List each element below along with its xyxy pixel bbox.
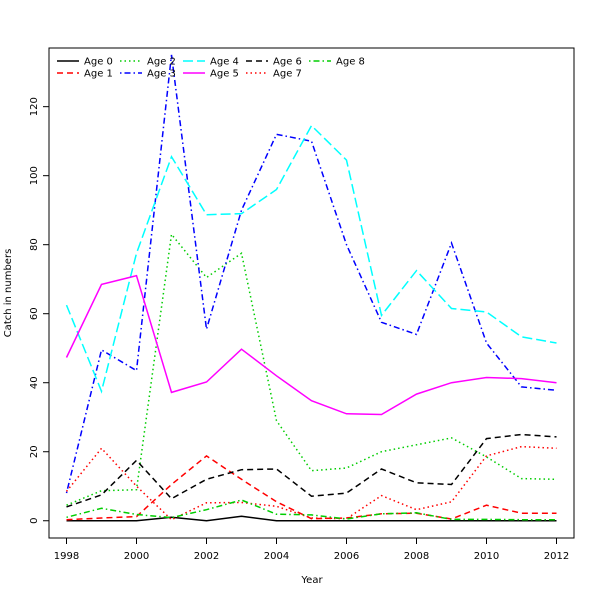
x-axis-title: Year: [300, 575, 323, 586]
legend-label-age-8: Age 8: [336, 57, 365, 68]
y-tick-label: 0: [29, 518, 40, 524]
series-layer: [65, 54, 557, 522]
series-line-age-6: [66, 433, 557, 508]
legend-label-age-4: Age 4: [210, 57, 239, 68]
y-tick-label: 40: [29, 376, 40, 389]
legend-label-age-2: Age 2: [147, 57, 176, 68]
y-tick-label: 120: [29, 97, 40, 116]
y-tick-label: 80: [29, 238, 40, 251]
y-tick-label: 60: [29, 307, 40, 320]
x-axis: 1998 2000 2002 2004 2006 2008 2010 2012: [54, 537, 569, 562]
x-tick-label: 2008: [404, 551, 429, 562]
legend-label-age-3: Age 3: [147, 69, 176, 80]
x-tick-label: 2006: [334, 551, 359, 562]
x-tick-label: 2010: [474, 551, 499, 562]
series-line-age-2: [66, 232, 557, 506]
y-tick-label: 100: [29, 166, 40, 185]
y-axis-title: Catch in numbers: [3, 249, 14, 338]
y-tick-label: 20: [29, 445, 40, 458]
legend-label-age-0: Age 0: [84, 57, 113, 68]
x-tick-label: 2002: [194, 551, 219, 562]
y-axis: 0 20 40 60 80 100 120: [29, 97, 50, 524]
series-line-age-8: [66, 499, 557, 521]
series-line-age-5: [65, 274, 557, 416]
x-tick-label: 1998: [54, 551, 79, 562]
series-line-age-3: [65, 54, 557, 494]
series-line-age-7: [65, 445, 557, 521]
legend-label-age-6: Age 6: [273, 57, 302, 68]
x-tick-label: 2004: [264, 551, 289, 562]
legend-label-age-5: Age 5: [210, 69, 239, 80]
x-tick-label: 2000: [124, 551, 149, 562]
x-tick-label: 2012: [544, 551, 569, 562]
series-line-age-0: [66, 515, 557, 522]
legend-label-age-1: Age 1: [84, 69, 113, 80]
series-line-age-4: [65, 124, 557, 394]
legend-label-age-7: Age 7: [273, 69, 302, 80]
